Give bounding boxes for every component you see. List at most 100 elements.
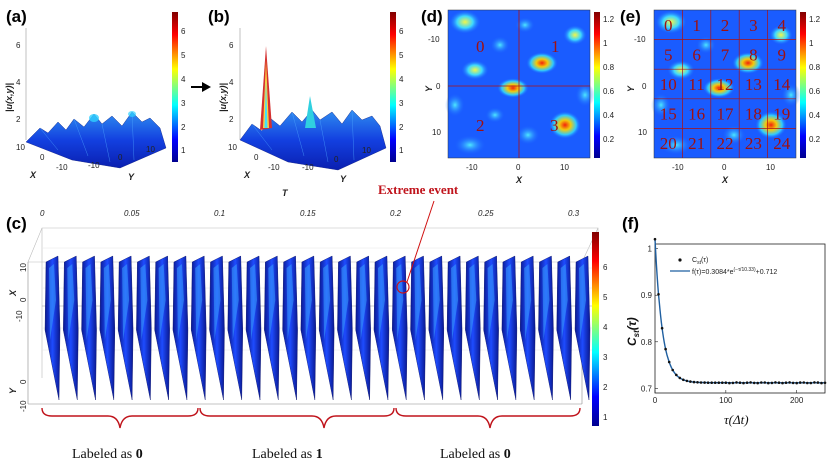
data-point (731, 381, 735, 385)
panel-e-region: 19 (773, 105, 790, 124)
panel-f-plot (653, 237, 827, 385)
panel-c-time-tick: 0.2 (390, 209, 402, 218)
panel-c: (c) 0 0.05 0.1 0.15 0.2 0.25 0.3 10 0 -1… (6, 182, 608, 462)
data-point (703, 381, 706, 384)
snapshot-fin-highlight (158, 264, 166, 340)
extreme-event-marker (396, 280, 410, 294)
data-point (653, 237, 657, 241)
panel-a-surface (25, 111, 167, 169)
snapshot-fin (373, 255, 390, 401)
panel-c-x-tick: 10 (19, 263, 28, 272)
panel-f-xtick: 100 (719, 396, 733, 405)
snapshot-fin-highlight (195, 264, 203, 340)
panel-e-region: 10 (660, 75, 677, 94)
panel-b-cbtick: 6 (399, 27, 404, 36)
data-point (788, 381, 791, 384)
snapshot-fin-highlight (67, 264, 75, 340)
panel-a-xtick: -10 (56, 163, 68, 172)
panel-e-region: 2 (721, 16, 730, 35)
snapshot-fin-highlight (377, 264, 385, 340)
data-point (770, 381, 774, 385)
panel-d-xtick: 10 (560, 163, 569, 172)
panel-d-region: 1 (551, 37, 560, 56)
panel-e-xtick: 10 (766, 163, 775, 172)
extreme-event-pointer (406, 200, 435, 283)
panel-e-cbtick: 0.6 (809, 87, 821, 96)
data-point (745, 381, 749, 385)
panel-c-time-tick: 0 (40, 209, 45, 218)
panel-a-xtick: 0 (40, 153, 45, 162)
snapshot-fin-highlight (505, 264, 513, 340)
panel-e-region: 6 (692, 45, 701, 64)
panel-f-ytick: 0.7 (641, 384, 653, 393)
panel-e-grid (654, 10, 796, 158)
snapshot-fin (117, 255, 134, 401)
data-point (816, 381, 820, 384)
panel-d-cbtick: 1 (603, 39, 608, 48)
panel-b-ztick: 4 (229, 78, 234, 87)
panel-d-xtick: -10 (466, 163, 478, 172)
snapshot-fin-highlight (323, 264, 331, 340)
data-point (699, 381, 703, 384)
panel-e-region: 18 (745, 105, 762, 124)
panel-d-cbtick: 1.2 (603, 15, 615, 24)
panel-c-time-tick: 0.15 (300, 209, 316, 218)
panel-d-cbtick: 0.4 (603, 111, 615, 120)
segment-label-1: Labeled as 0 (72, 447, 143, 462)
snapshot-fin (410, 255, 426, 401)
snapshot-fin-highlight (560, 264, 568, 340)
data-point (760, 381, 763, 384)
segment-brace (41, 407, 199, 429)
snapshot-fin-highlight (176, 264, 184, 340)
panel-b-ytick: 10 (362, 146, 371, 155)
panel-b-ztick: 6 (229, 41, 234, 50)
panel-e-region: 0 (664, 16, 673, 35)
panel-a-cbtick: 4 (181, 75, 186, 84)
panel-e-region: 17 (717, 105, 735, 124)
panel-a-xtick: 10 (16, 143, 25, 152)
data-point (791, 381, 795, 385)
panel-c-time-tick: 0.3 (568, 209, 580, 218)
panel-e-region: 20 (660, 134, 677, 153)
snapshot-fin-highlight (140, 264, 148, 340)
snapshot-fin (318, 255, 335, 401)
panel-b-xtick: 0 (254, 153, 259, 162)
snapshot-fin (538, 255, 554, 401)
panel-c-colorbar (592, 232, 599, 426)
panel-e-region: 13 (745, 75, 762, 94)
segment-brace (395, 407, 581, 429)
snapshot-fin (483, 255, 499, 401)
panel-e-region: 9 (778, 45, 787, 64)
legend-marker-points (678, 258, 682, 262)
panel-d-cbtick: 0.2 (603, 135, 615, 144)
panel-b-ztick: 2 (229, 115, 234, 124)
panel-c-label: (c) (6, 214, 27, 233)
panel-d-region: 3 (550, 116, 559, 135)
panel-b-xtick: -10 (268, 163, 280, 172)
panel-c-cbtick: 5 (603, 293, 608, 302)
panel-a-ztick: 6 (16, 41, 21, 50)
panel-e-region: 22 (717, 134, 734, 153)
legend-points: Cst(τ) (692, 257, 708, 266)
snapshot-fin-highlight (250, 264, 258, 340)
panel-e-xlabel: X (721, 175, 729, 185)
data-point (660, 326, 664, 330)
panel-c-y-tick: -10 (19, 400, 28, 412)
panel-a-cbtick: 6 (181, 27, 186, 36)
arrow-a-to-b (191, 82, 211, 92)
snapshot-fin-highlight (542, 264, 550, 340)
panel-a-ztick: 2 (16, 115, 21, 124)
panel-b-ylabel: Y (340, 174, 347, 184)
panel-e-cbtick: 1 (809, 39, 814, 48)
snapshot-fin-highlight (524, 264, 532, 340)
data-point (777, 381, 781, 385)
data-point (657, 293, 660, 296)
panel-e-cbtick: 0.8 (809, 63, 821, 72)
data-point (763, 381, 767, 384)
snapshot-fin (227, 255, 243, 401)
panel-a-ytick: 10 (146, 145, 155, 154)
data-point (823, 381, 827, 385)
snapshot-fin (282, 255, 298, 401)
snapshot-fin (519, 255, 536, 401)
